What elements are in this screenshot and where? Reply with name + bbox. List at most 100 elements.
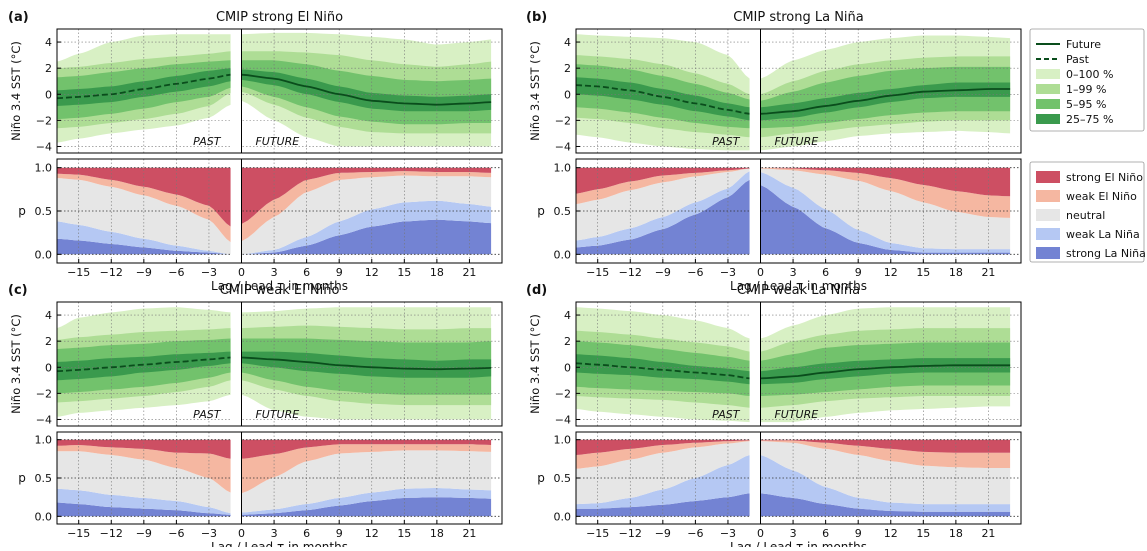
stack-strong-la-nina-future	[241, 497, 492, 517]
lag-gap	[230, 432, 242, 524]
panel-title: CMIP strong El Niño	[216, 10, 343, 25]
y-tick-label-bottom: 0.0	[554, 248, 572, 261]
y-tick-label-top: 4	[564, 36, 571, 49]
y-axis-label-bottom: p	[537, 204, 545, 218]
stack-neutral-past	[576, 441, 750, 505]
lag-gap	[230, 302, 242, 426]
x-tick-label: −15	[67, 527, 90, 540]
legend-label: 5–95 %	[1066, 98, 1106, 111]
y-tick-label-bottom: 1.0	[554, 434, 572, 447]
median-future-line	[241, 73, 492, 106]
y-tick-label-bottom: 0.5	[554, 205, 572, 218]
band-25-75-future	[760, 82, 1011, 121]
x-tick-label: 12	[365, 527, 379, 540]
stack-weak-la-nina-past	[57, 488, 231, 515]
stack-strong-la-nina-past	[57, 238, 231, 255]
x-tick-label: −3	[720, 266, 736, 279]
panel-label: (d)	[526, 283, 547, 298]
x-tick-label: 18	[949, 527, 963, 540]
legend-label: Past	[1066, 53, 1090, 66]
x-tick-label: 18	[949, 266, 963, 279]
panel-label: (a)	[8, 10, 29, 25]
y-tick-label-top: −4	[555, 413, 571, 426]
past-label: PAST	[712, 135, 741, 148]
x-tick-label: 9	[336, 527, 343, 540]
x-tick-label: 15	[397, 527, 411, 540]
x-tick-label: 18	[430, 527, 444, 540]
x-tick-label: −3	[720, 527, 736, 540]
median-past-line	[576, 84, 750, 115]
sst-plot	[576, 302, 1021, 426]
legend-label: 0–100 %	[1066, 68, 1113, 81]
x-tick-label: −12	[100, 527, 123, 540]
y-axis-label-top: Niño 3.4 SST (°C)	[9, 41, 23, 141]
y-tick-label-top: 4	[45, 309, 52, 322]
y-tick-label-bottom: 0.5	[35, 472, 53, 485]
stack-neutral-future	[241, 175, 492, 255]
panel-c: PAST FUTURE −4 −2 0 2 4 0.0 0.5 1.0 −15 −12 −9 −6 −3 0 3…	[8, 283, 503, 551]
band-25-75-past	[57, 68, 231, 106]
band-25-75-future	[241, 351, 492, 378]
stack-strong-la-nina-past	[576, 493, 750, 517]
x-tick-label: 21	[462, 527, 476, 540]
band-25-75-future	[241, 69, 492, 112]
y-tick-label-top: 0	[45, 361, 52, 374]
y-tick-label-top: −2	[36, 387, 52, 400]
x-tick-label: −12	[619, 527, 642, 540]
x-tick-label: 3	[271, 266, 278, 279]
stack-weak-el-nino-future	[241, 444, 492, 494]
future-label: FUTURE	[774, 408, 818, 421]
y-tick-label-bottom: 0.0	[35, 248, 53, 261]
legend-label: strong La Niña	[1066, 247, 1146, 260]
y-tick-label-top: −4	[36, 140, 52, 153]
panel-title: CMIP weak El Niño	[220, 283, 340, 298]
y-tick-label-top: 0	[564, 88, 571, 101]
x-tick-label: 12	[365, 266, 379, 279]
future-label: FUTURE	[255, 135, 299, 148]
x-tick-label: 0	[757, 527, 764, 540]
x-tick-label: 15	[397, 266, 411, 279]
stack-weak-el-nino-future	[760, 440, 1011, 468]
x-axis-label: Lag / Lead τ in months	[730, 279, 867, 293]
legend-swatch	[1036, 69, 1060, 79]
stack-strong-el-nino-past	[576, 167, 750, 194]
median-future-line	[760, 88, 1011, 115]
x-tick-label: 15	[916, 266, 930, 279]
legend-label: strong El Niño	[1066, 171, 1143, 184]
legend-swatch	[1036, 228, 1060, 240]
lag-gap	[749, 29, 761, 153]
median-future-line	[760, 364, 1011, 380]
axes-frame-top	[56, 28, 503, 154]
legend-swatch	[1036, 84, 1060, 94]
y-tick-label-top: 0	[564, 361, 571, 374]
y-tick-label-top: 2	[45, 62, 52, 75]
y-tick-label-top: 2	[564, 62, 571, 75]
x-tick-label: 0	[757, 266, 764, 279]
panel-title: CMIP strong La Niña	[733, 10, 864, 25]
x-tick-label: −15	[586, 527, 609, 540]
legend-classes: strong El Niño weak El Niño neutral weak La…	[1029, 161, 1146, 263]
x-tick-label: 12	[884, 266, 898, 279]
x-tick-label: −9	[136, 527, 152, 540]
stack-strong-el-nino-past	[57, 439, 231, 459]
lag-gap	[749, 432, 761, 524]
panel-d: PAST FUTURE −4 −2 0 2 4 0.0 0.5 1.0 −15 −12 −9 −6 −3 0 3…	[526, 283, 1022, 551]
x-tick-label: −9	[655, 527, 671, 540]
stack-strong-el-nino-future	[760, 439, 1011, 453]
x-tick-label: −3	[201, 527, 217, 540]
y-tick-label-bottom: 0.5	[35, 205, 53, 218]
panel-b: PAST FUTURE −4 −2 0 2 4 0.0 0.5 1.0 −15 −12 −9 −6 −3 0 3…	[526, 10, 1022, 293]
x-tick-label: −15	[67, 266, 90, 279]
legend-label: 1–99 %	[1066, 83, 1106, 96]
stack-strong-el-nino-past	[57, 167, 231, 227]
past-label: PAST	[193, 408, 222, 421]
stack-strong-el-nino-future	[760, 167, 1011, 197]
prob-plot	[576, 432, 1021, 524]
stack-weak-la-nina-future	[241, 200, 492, 255]
median-future-line	[241, 356, 492, 371]
legend-swatch	[1036, 99, 1060, 109]
stack-weak-el-nino-past	[57, 445, 231, 493]
x-tick-label: 18	[430, 266, 444, 279]
y-axis-label-bottom: p	[18, 204, 26, 218]
